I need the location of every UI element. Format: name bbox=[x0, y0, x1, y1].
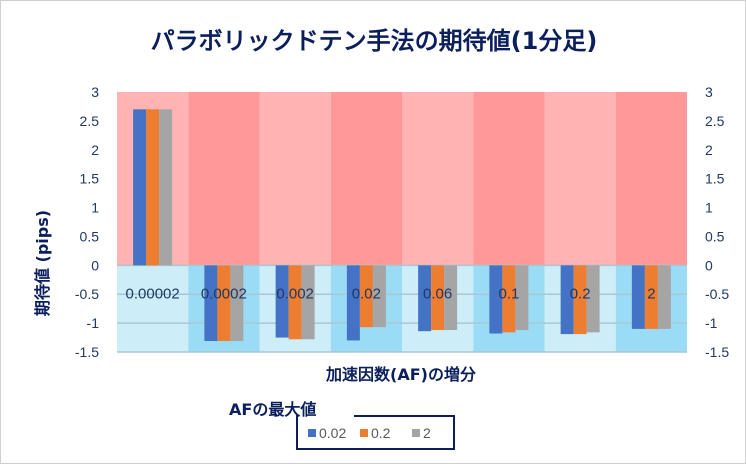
bar-0.02-2 bbox=[631, 265, 645, 329]
bar-2-2 bbox=[657, 265, 671, 329]
bar-0.02-0.1 bbox=[489, 265, 503, 334]
y-tick-label-left: 0.5 bbox=[80, 228, 100, 244]
bar-0.02-0.002 bbox=[275, 265, 289, 338]
y-tick-label-right: 0.5 bbox=[705, 228, 725, 244]
bar-2-0.1 bbox=[515, 265, 529, 331]
bar-0.2-0.002 bbox=[288, 265, 302, 340]
band-positive bbox=[615, 92, 687, 266]
bar-0.2-0.2 bbox=[573, 265, 587, 335]
bar-0.2-0.06 bbox=[431, 265, 445, 331]
y-tick-label-right: 3 bbox=[705, 84, 713, 100]
x-tick-label: 0.1 bbox=[498, 285, 519, 302]
bar-0.2-0.02 bbox=[359, 265, 373, 328]
bar-0.2-0.1 bbox=[502, 265, 516, 333]
legend-swatch bbox=[412, 429, 420, 437]
bar-2-0.02 bbox=[372, 265, 386, 328]
y-tick-label-left: -0.5 bbox=[75, 286, 99, 302]
bar-2-0.2 bbox=[586, 265, 600, 333]
legend-title: AFの最大値 bbox=[229, 400, 317, 419]
y-tick-label-left: 0 bbox=[91, 257, 99, 273]
bar-0.2-0.0002 bbox=[217, 265, 231, 342]
legend-item-2: 2 bbox=[412, 425, 431, 441]
bar-2-0.0002 bbox=[230, 265, 244, 342]
bar-0.02-0.0002 bbox=[204, 265, 218, 342]
y-tick-label-right: -0.5 bbox=[705, 286, 729, 302]
y-tick-label-left: -1 bbox=[87, 315, 100, 331]
legend: 0.02 0.2 2 bbox=[296, 415, 455, 450]
bar-2-0.00002 bbox=[159, 109, 173, 266]
y-tick-label-right: 1 bbox=[705, 200, 713, 216]
y-tick-label-left: 2 bbox=[91, 142, 99, 158]
y-tick-label-left: -1.5 bbox=[75, 344, 99, 360]
bar-2-0.002 bbox=[301, 265, 315, 340]
y-tick-label-right: -1.5 bbox=[705, 344, 729, 360]
y-tick-label-right: 2.5 bbox=[705, 113, 725, 129]
y-tick-label-left: 1 bbox=[91, 200, 99, 216]
x-tick-label: 0.2 bbox=[570, 285, 591, 302]
chart-title: パラボリックドテン手法の期待値(1分足) bbox=[150, 27, 598, 55]
band-positive bbox=[259, 92, 331, 266]
x-tick-label: 0.0002 bbox=[201, 285, 247, 302]
bar-0.02-0.00002 bbox=[133, 109, 147, 266]
band-positive bbox=[330, 92, 402, 266]
bar-0.2-2 bbox=[644, 265, 658, 329]
bar-2-0.06 bbox=[444, 265, 458, 331]
x-tick-label: 0.02 bbox=[352, 285, 381, 302]
y-axis-label: 期待値 (pips) bbox=[33, 209, 52, 317]
x-tick-label: 0.00002 bbox=[126, 285, 180, 302]
legend-label: 0.2 bbox=[371, 425, 391, 441]
y-tick-label-right: 1.5 bbox=[705, 171, 725, 187]
y-tick-label-right: 2 bbox=[705, 142, 713, 158]
bar-0.02-0.2 bbox=[560, 265, 574, 335]
band-positive bbox=[402, 92, 474, 266]
legend-item-0.2: 0.2 bbox=[360, 425, 390, 441]
bar-0.2-0.00002 bbox=[146, 109, 160, 266]
band-positive bbox=[188, 92, 260, 266]
band-positive bbox=[473, 92, 545, 266]
y-tick-label-left: 1.5 bbox=[80, 171, 100, 187]
legend-label: 0.02 bbox=[319, 425, 347, 441]
x-tick-label: 0.002 bbox=[276, 285, 314, 302]
y-tick-label-right: 0 bbox=[705, 257, 713, 273]
y-tick-label-right: -1 bbox=[705, 315, 718, 331]
y-tick-label-left: 3 bbox=[91, 84, 99, 100]
band-negative bbox=[117, 265, 189, 352]
bar-0.02-0.06 bbox=[418, 265, 432, 332]
legend-label: 2 bbox=[423, 425, 431, 441]
legend-swatch bbox=[360, 429, 368, 437]
x-tick-label: 2 bbox=[647, 285, 655, 302]
band-positive bbox=[544, 92, 616, 266]
x-axis-label: 加速因数(AF)の増分 bbox=[326, 365, 476, 384]
x-tick-label: 0.06 bbox=[423, 285, 452, 302]
legend-swatch bbox=[308, 429, 316, 437]
legend-item-0.02: 0.02 bbox=[308, 425, 346, 441]
y-tick-label-left: 2.5 bbox=[80, 113, 100, 129]
bar-0.02-0.02 bbox=[346, 265, 360, 341]
